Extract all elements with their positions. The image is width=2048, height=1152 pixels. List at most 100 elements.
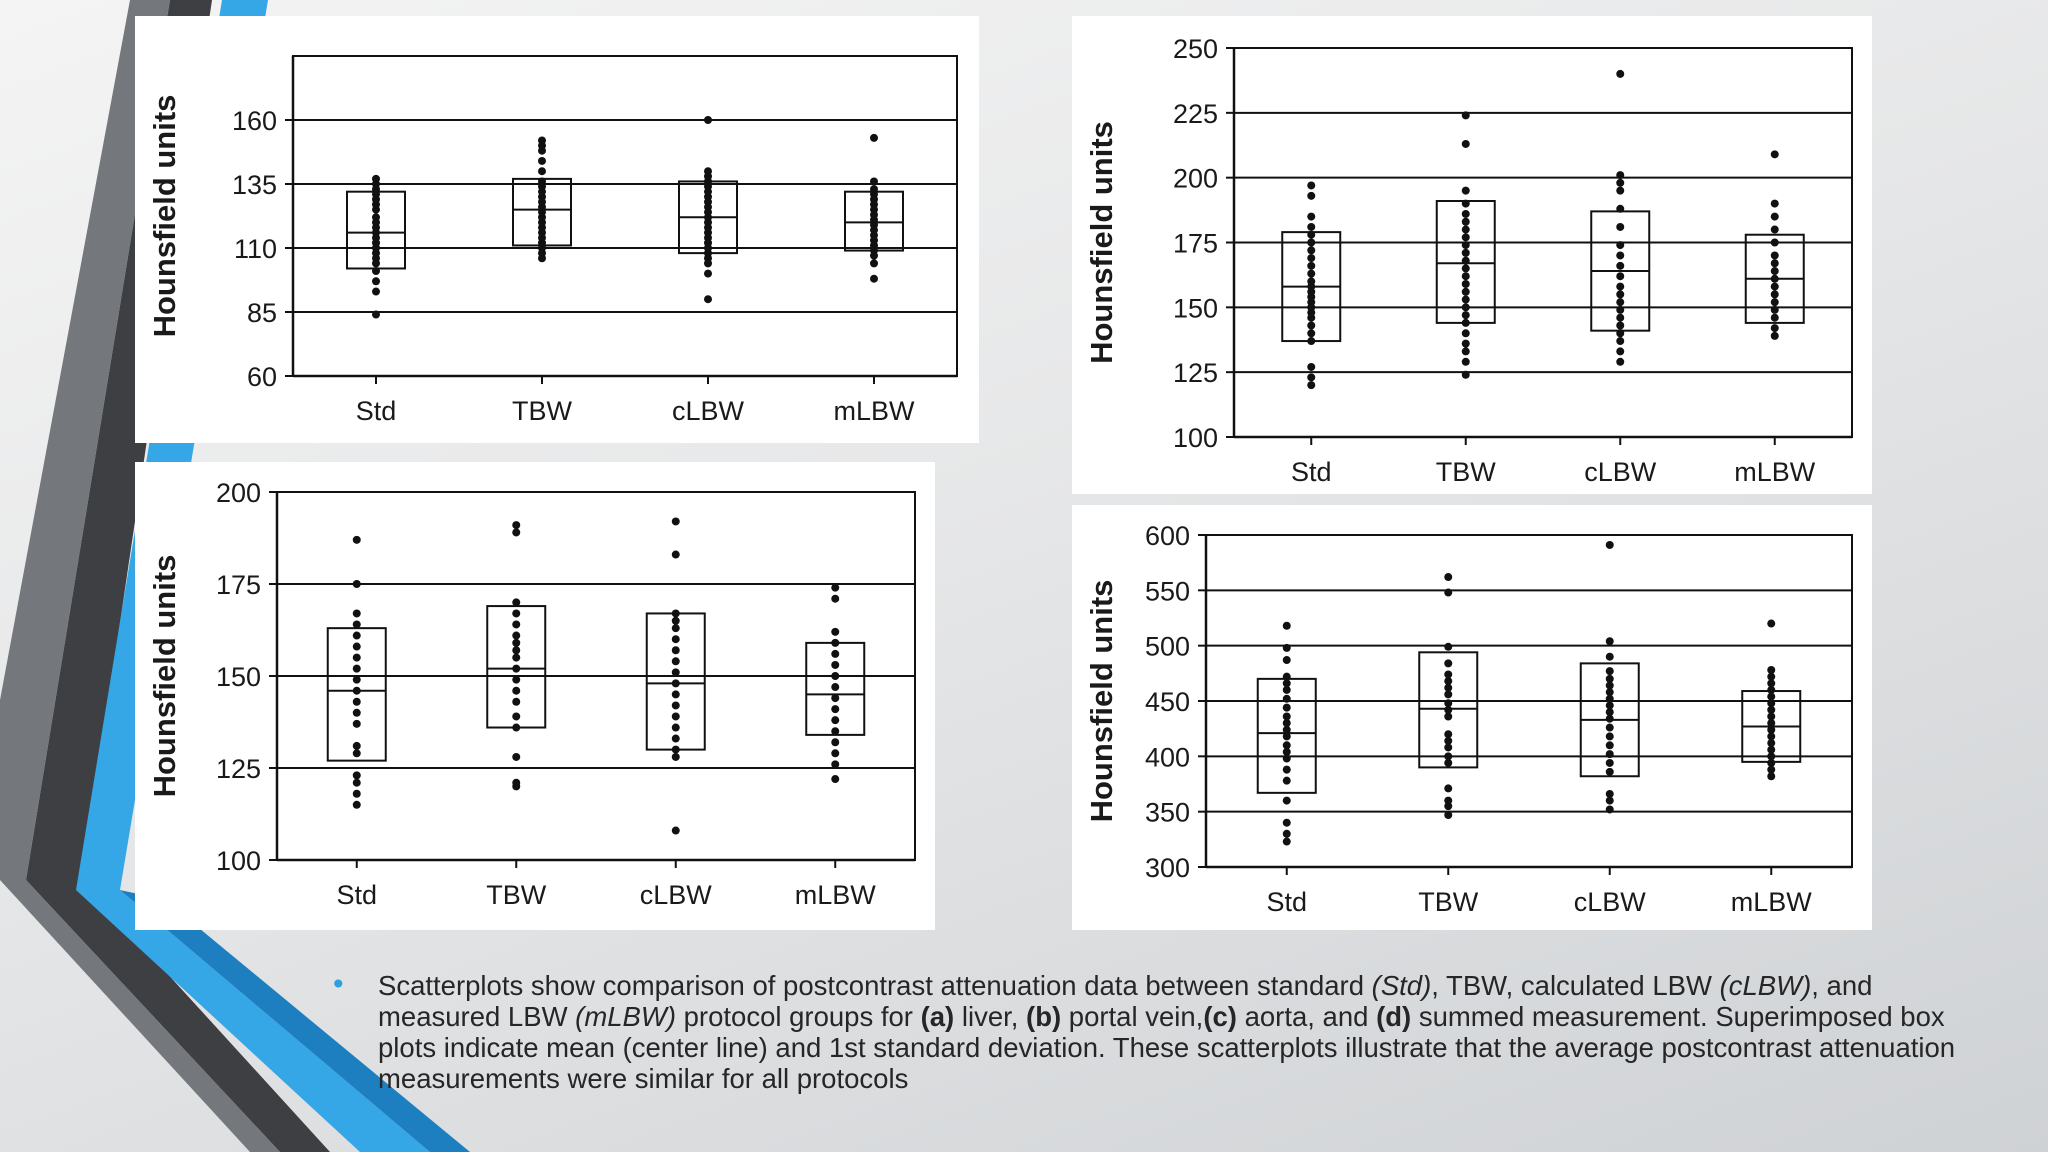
data-point	[1767, 725, 1776, 734]
data-point	[671, 723, 680, 732]
data-point	[1605, 741, 1614, 750]
data-point	[1282, 719, 1291, 728]
data-point	[671, 624, 680, 633]
data-point	[831, 727, 840, 736]
caption-segment: portal vein,	[1061, 1001, 1204, 1032]
data-point	[538, 136, 546, 145]
data-point	[1605, 701, 1614, 710]
data-point	[1307, 191, 1316, 200]
data-point	[1444, 758, 1453, 767]
chart-aorta: 100 125 150 175 200 Std TBW cLBW mLBW Hounsfield …	[147, 478, 916, 910]
x-tick-label: cLBW	[1574, 887, 1647, 917]
chevron-dark-shape	[26, 0, 330, 1152]
figure-caption: Scatterplots show comparison of postcont…	[378, 970, 1978, 1094]
data-point	[671, 679, 680, 688]
data-point	[1767, 758, 1776, 767]
data-point	[1444, 705, 1453, 714]
data-point	[1616, 357, 1625, 366]
data-point	[831, 775, 840, 784]
data-point	[1616, 171, 1625, 180]
data-point	[831, 749, 840, 758]
data-point	[1770, 267, 1779, 276]
y-tick-label: 100	[1173, 423, 1218, 453]
caption-bullet: •	[330, 968, 347, 1001]
data-point	[352, 664, 361, 673]
y-tick-label: 550	[1145, 576, 1190, 606]
data-point	[1605, 652, 1614, 661]
data-point	[372, 267, 380, 276]
data-point	[1605, 750, 1614, 759]
data-point	[1282, 672, 1291, 681]
data-point	[1461, 248, 1470, 257]
data-point	[1461, 295, 1470, 304]
data-point	[1616, 347, 1625, 356]
data-point	[352, 749, 361, 758]
data-point	[671, 734, 680, 743]
data-point	[352, 686, 361, 695]
data-point	[1616, 272, 1625, 281]
data-point	[352, 653, 361, 662]
data-point	[1605, 789, 1614, 798]
data-point	[1461, 287, 1470, 296]
data-point	[831, 649, 840, 658]
y-tick-label: 100	[216, 846, 261, 876]
data-point	[1605, 805, 1614, 814]
data-point	[671, 752, 680, 761]
data-point	[352, 719, 361, 728]
data-point	[1444, 802, 1453, 811]
data-point	[1461, 241, 1470, 250]
data-point	[1616, 251, 1625, 260]
data-point	[1282, 747, 1291, 756]
data-point	[1767, 719, 1776, 728]
y-tick-label: 150	[1173, 293, 1218, 323]
data-point	[1767, 712, 1776, 721]
data-point	[512, 686, 521, 695]
data-point	[1605, 796, 1614, 805]
data-point	[1767, 752, 1776, 761]
data-point	[1307, 261, 1316, 270]
data-point	[671, 826, 680, 835]
y-axis-label: Hounsfield units	[147, 95, 182, 338]
data-point	[352, 631, 361, 640]
data-point	[1767, 765, 1776, 774]
data-point	[1770, 212, 1779, 221]
data-point	[538, 177, 546, 186]
y-tick-label: 150	[216, 662, 261, 692]
data-point	[1770, 251, 1779, 260]
data-point	[1444, 736, 1453, 745]
caption-segment: (d)	[1376, 1001, 1412, 1032]
data-point	[671, 657, 680, 666]
data-point	[512, 675, 521, 684]
data-point	[671, 745, 680, 754]
data-point	[671, 517, 680, 526]
data-point	[1616, 186, 1625, 195]
data-point	[1461, 264, 1470, 273]
data-point	[831, 738, 840, 747]
data-point	[372, 174, 380, 183]
data-point	[1616, 282, 1625, 291]
data-point	[1605, 694, 1614, 703]
data-point	[1461, 370, 1470, 379]
data-point	[1461, 111, 1470, 120]
data-point	[1307, 246, 1316, 255]
caption-segment: Scatterplots show comparison of postcont…	[378, 970, 1372, 1001]
chart-panel-aorta: 100 125 150 175 200 Std TBW cLBW mLBW Hounsfield …	[135, 462, 935, 930]
data-point	[538, 156, 546, 165]
data-point	[1616, 290, 1625, 299]
x-tick-label: cLBW	[640, 880, 713, 910]
x-tick-label: Std	[1266, 887, 1307, 917]
x-tick-label: mLBW	[1734, 457, 1816, 487]
data-point	[870, 274, 878, 283]
data-point	[1461, 279, 1470, 288]
chevron-gray-shape	[0, 0, 280, 1152]
data-point	[512, 723, 521, 732]
caption-segment: (a)	[920, 1001, 955, 1032]
data-point	[1307, 269, 1316, 278]
data-point	[1767, 705, 1776, 714]
data-point	[1461, 311, 1470, 320]
data-point	[1767, 745, 1776, 754]
data-point	[1461, 139, 1470, 148]
data-point	[1770, 199, 1779, 208]
data-point	[1461, 347, 1470, 356]
y-tick-label: 125	[216, 754, 261, 784]
